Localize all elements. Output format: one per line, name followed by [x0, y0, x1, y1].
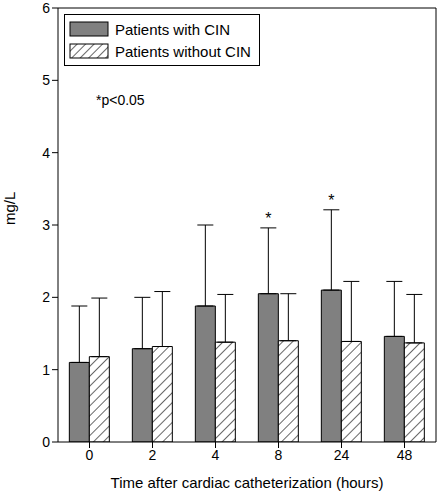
svg-text:8: 8	[275, 447, 283, 463]
svg-text:6: 6	[42, 0, 50, 16]
svg-text:0: 0	[42, 434, 50, 450]
html-text:Patients without CIN: Patients without CIN	[115, 42, 251, 60]
svg-text:4: 4	[212, 447, 220, 463]
svg-text:2: 2	[149, 447, 157, 463]
html-text:*p<0.05: *p<0.05	[96, 92, 145, 108]
svg-text:Time after cardiac catheteriza: Time after cardiac catheterization (hour…	[111, 474, 384, 491]
svg-text:*: *	[265, 210, 271, 227]
svg-text:1: 1	[42, 362, 50, 378]
svg-text:0: 0	[86, 447, 94, 463]
svg-text:5: 5	[42, 72, 50, 88]
svg-text:4: 4	[42, 145, 50, 161]
svg-text:mg/L: mg/L	[8, 192, 18, 225]
svg-text:24: 24	[334, 447, 350, 463]
svg-text:*: *	[328, 192, 334, 209]
html-text:Patients with CIN: Patients with CIN	[115, 20, 230, 38]
svg-text:3: 3	[42, 217, 50, 233]
svg-text:48: 48	[397, 447, 413, 463]
svg-text:2: 2	[42, 289, 50, 305]
